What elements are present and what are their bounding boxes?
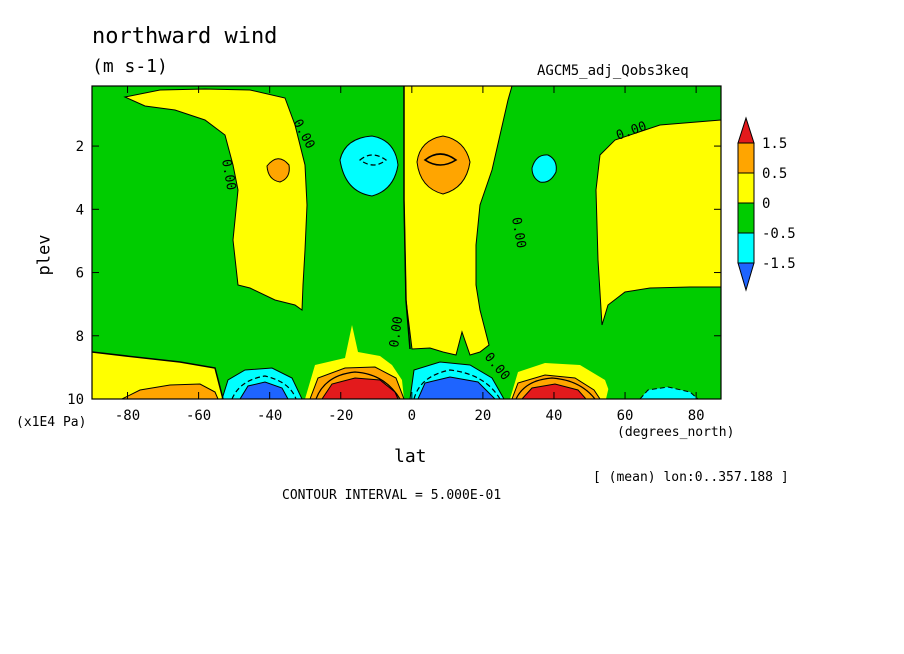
contour-line-negative [413,369,501,399]
zero-contour-line [92,351,224,399]
x-tick-label: 40 [546,408,563,424]
field-positive [121,383,219,399]
y-tick-label: 4 [76,202,84,218]
plot-frame [91,85,722,400]
x-tick-label: 0 [408,408,416,424]
colorbar-label: 0.5 [762,166,787,182]
colorbar-swatch [737,116,755,144]
x-axis-units: (degrees_north) [617,425,735,440]
field-strong-positive [521,383,587,399]
y-tick-label: 10 [67,392,84,408]
colorbar-label: -0.5 [762,226,796,242]
field-positive [266,158,290,183]
contour-line-positive [315,371,401,399]
chart-units: (m s-1) [92,56,168,77]
field-weak-positive [595,119,721,326]
y-axis-ticks: 2 4 6 8 10 [67,139,721,408]
field-strong-negative [239,381,289,399]
field-negative [339,135,399,197]
zero-contour-line [403,86,411,350]
colorbar: 1.5 0.5 0 -0.5 -1.5 [737,116,796,292]
y-tick-label: 8 [76,329,84,345]
field-weak-negative [606,358,721,399]
contour-line-negative [359,154,387,166]
contour-fields [92,86,721,399]
region-label: [ (mean) lon:0..357.188 ] [593,470,789,485]
contour-label: 0.00 [387,315,406,348]
x-tick-label: -40 [257,408,282,424]
y-axis-units: (x1E4 Pa) [16,415,87,430]
x-axis-label: lat [394,446,427,467]
x-tick-label: -60 [186,408,211,424]
x-tick-label: 20 [474,408,491,424]
field-strong-negative [417,376,496,399]
colorbar-swatch [737,262,755,292]
x-tick-label: 60 [617,408,634,424]
colorbar-label: -1.5 [762,256,796,272]
contour-line-positive [515,377,596,399]
y-tick-label: 2 [76,139,84,155]
x-tick-label: -20 [328,408,353,424]
field-weak-positive [123,88,308,311]
run-label: AGCM5_adj_Qobs3keq [537,63,689,79]
colorbar-label: 0 [762,196,770,212]
field-negative [531,154,557,183]
contour-label: 0.00 [508,216,528,249]
colorbar-swatch [737,202,755,234]
contour-line-positive [423,153,458,166]
x-tick-label: -80 [115,408,140,424]
colorbar-swatch [737,172,755,204]
field-negative [639,386,699,399]
contour-interval-label: CONTOUR INTERVAL = 5.000E-01 [282,488,502,503]
x-axis-ticks: -80 -60 -40 -20 0 20 40 60 80 [115,86,705,424]
colorbar-label: 1.5 [762,136,787,152]
y-tick-label: 6 [76,266,84,282]
colorbar-swatch [737,142,755,174]
chart-title: northward wind [92,24,278,49]
x-tick-label: 80 [688,408,705,424]
contour-label: 0.00 [218,158,238,191]
colorbar-swatch [737,232,755,264]
contour-line-negative [231,375,297,399]
